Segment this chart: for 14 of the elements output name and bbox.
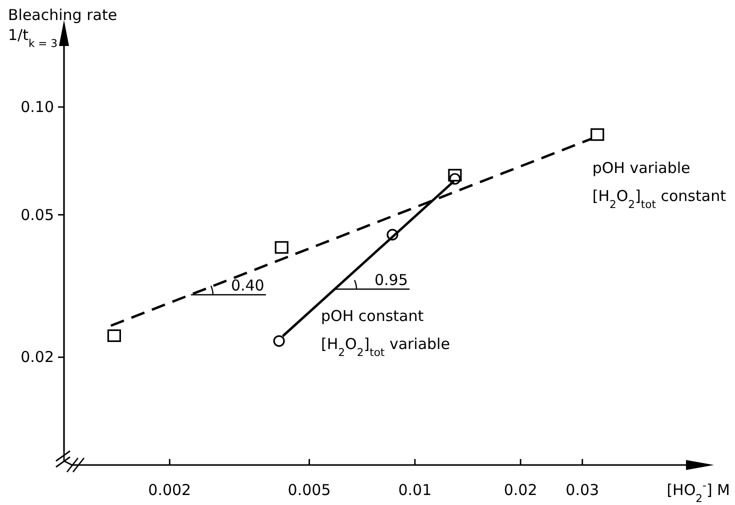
annotation: 0.40 [230,276,264,295]
x-tick-label: 0.005 [288,481,331,499]
y-tick-label: 0.05 [20,206,54,224]
x-tick-label: 0.02 [504,481,538,499]
annotation: pOH constant [H$_{2}$O$_{2}$]$_{tot}$ variable [321,307,450,359]
x-tick-label: 0.03 [566,481,600,499]
x-tick-label: 0.01 [398,481,432,499]
annotation: pOH variable [H$_{2}$O$_{2}$]$_{tot}$ constant [592,159,726,211]
y-tick-label: 0.02 [20,348,54,366]
annotation: 0.95 [374,271,408,290]
x-tick-label: 0.002 [148,481,192,499]
y-tick-label: 0.10 [20,98,54,116]
y-axis-title: Bleaching rate 1/t$_{k = 3}$ [8,6,118,50]
x-axis-title: [HO$_{2}$$^{-}$] M [666,478,730,504]
